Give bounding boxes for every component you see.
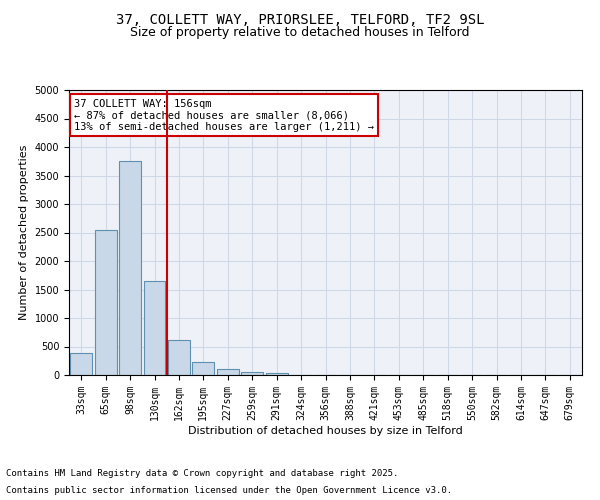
Bar bbox=[241, 372, 263, 375]
Text: Contains public sector information licensed under the Open Government Licence v3: Contains public sector information licen… bbox=[6, 486, 452, 495]
Text: 37, COLLETT WAY, PRIORSLEE, TELFORD, TF2 9SL: 37, COLLETT WAY, PRIORSLEE, TELFORD, TF2… bbox=[116, 12, 484, 26]
Bar bbox=[217, 370, 239, 375]
Bar bbox=[193, 362, 214, 375]
Y-axis label: Number of detached properties: Number of detached properties bbox=[19, 145, 29, 320]
Bar bbox=[168, 340, 190, 375]
Bar bbox=[70, 354, 92, 375]
Bar bbox=[119, 160, 141, 375]
Text: 37 COLLETT WAY: 156sqm
← 87% of detached houses are smaller (8,066)
13% of semi-: 37 COLLETT WAY: 156sqm ← 87% of detached… bbox=[74, 98, 374, 132]
Bar bbox=[95, 230, 116, 375]
X-axis label: Distribution of detached houses by size in Telford: Distribution of detached houses by size … bbox=[188, 426, 463, 436]
Bar bbox=[143, 281, 166, 375]
Bar bbox=[266, 374, 287, 375]
Text: Size of property relative to detached houses in Telford: Size of property relative to detached ho… bbox=[130, 26, 470, 39]
Text: Contains HM Land Registry data © Crown copyright and database right 2025.: Contains HM Land Registry data © Crown c… bbox=[6, 468, 398, 477]
